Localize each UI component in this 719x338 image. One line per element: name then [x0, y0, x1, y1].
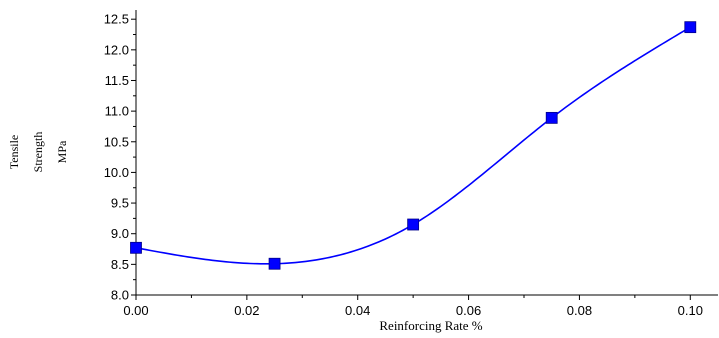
y-tick-label: 9.0: [111, 226, 129, 241]
y-axis-title-line: MPa: [55, 140, 69, 163]
x-tick-label: 0.04: [345, 303, 370, 318]
x-axis-title: Reinforcing Rate %: [379, 318, 482, 333]
y-tick-label: 11.5: [105, 73, 129, 88]
axes: 8.0 8.5 9.0 9.5 10.0 10.5 11.0 11.5 12.0 12.5 0.00…: [104, 10, 718, 318]
series-group: [130, 21, 697, 270]
x-tick-label: 0.00: [123, 303, 148, 318]
y-axis-title: Tensile Strength MPa: [7, 132, 69, 173]
y-tick-label: 12.5: [104, 12, 129, 27]
x-tick-label: 0.10: [678, 303, 703, 318]
data-point-marker: [130, 241, 142, 254]
x-tick-label: 0.02: [234, 303, 259, 318]
y-tick-label: 10.0: [104, 165, 129, 180]
data-point-marker: [684, 21, 697, 34]
x-tick-label: 0.08: [567, 303, 592, 318]
data-point-marker: [545, 111, 558, 124]
y-tick-label: 11.0: [105, 104, 129, 119]
y-tick-label: 8.5: [111, 257, 129, 272]
y-tick-label: 10.5: [104, 134, 129, 149]
data-point-marker: [407, 218, 420, 231]
y-tick-label: 9.5: [111, 196, 129, 211]
y-axis-title-line: Strength: [31, 132, 45, 173]
data-point-marker: [268, 257, 281, 270]
y-tick-label: 8.0: [111, 288, 129, 303]
y-axis-title-line: Tensile: [7, 135, 21, 169]
y-tick-label: 12.0: [104, 42, 129, 57]
x-tick-label: 0.06: [456, 303, 481, 318]
